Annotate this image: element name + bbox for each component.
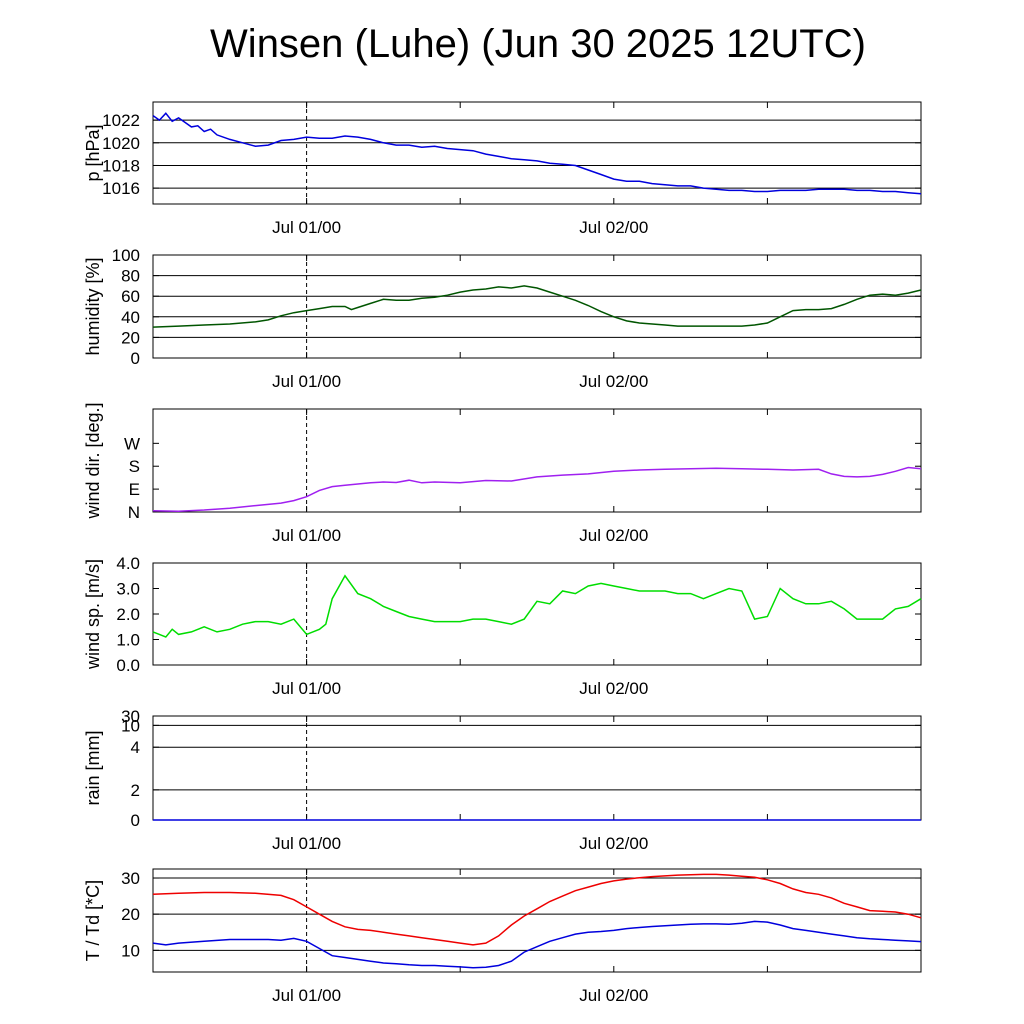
y-tick-label: 1022 xyxy=(102,111,140,130)
y-tick-label: W xyxy=(124,434,140,453)
y-tick-label: 2.0 xyxy=(116,605,140,624)
panel-frame xyxy=(152,101,922,205)
x-tick-label: Jul 02/00 xyxy=(579,526,648,545)
x-tick-label: Jul 02/00 xyxy=(579,679,648,698)
y-tick-label: 4 xyxy=(131,738,140,757)
x-tick-label: Jul 02/00 xyxy=(579,834,648,853)
series-line-0 xyxy=(152,873,922,946)
y-tick-label: 100 xyxy=(112,246,140,265)
y-axis-label: rain [mm] xyxy=(83,730,103,805)
series-line-0 xyxy=(152,112,922,195)
y-tick-label: 1016 xyxy=(102,179,140,198)
chart-title: Winsen (Luhe) (Jun 30 2025 12UTC) xyxy=(210,22,866,66)
series-line-0 xyxy=(152,285,922,328)
y-tick-label: 0 xyxy=(131,349,140,368)
y-tick-label: 4.0 xyxy=(116,554,140,573)
y-tick-label: 20 xyxy=(121,905,140,924)
panel-3: 0.0 1.0 2.0 3.0 4.0 Jul 01/00 Jul 02/00 wind sp… xyxy=(83,554,922,698)
y-tick-label: 20 xyxy=(121,328,140,347)
y-tick-label: E xyxy=(129,480,140,499)
y-tick-label: 10 xyxy=(121,716,140,735)
y-tick-label: 0 xyxy=(131,811,140,830)
x-tick-label: Jul 02/00 xyxy=(579,986,648,1005)
panel-frame xyxy=(152,715,922,821)
series-line-1 xyxy=(152,920,922,969)
y-tick-label: N xyxy=(128,503,140,522)
x-tick-label: Jul 02/00 xyxy=(579,218,648,237)
y-axis-label: p [hPa] xyxy=(83,124,103,181)
x-tick-label: Jul 01/00 xyxy=(272,986,341,1005)
panel-5: 10 20 30 Jul 01/00 Jul 02/00 T / Td [*C] xyxy=(83,868,922,1005)
x-tick-label: Jul 01/00 xyxy=(272,218,341,237)
y-axis-label: wind sp. [m/s] xyxy=(83,559,103,670)
y-axis-label: humidity [%] xyxy=(83,257,103,355)
series-line-0 xyxy=(152,466,922,512)
x-tick-label: Jul 01/00 xyxy=(272,834,341,853)
y-tick-label: 10 xyxy=(121,941,140,960)
y-axis-label: T / Td [*C] xyxy=(83,880,103,961)
series-line-0 xyxy=(152,574,922,638)
y-tick-label: 1020 xyxy=(102,134,140,153)
y-tick-label: 80 xyxy=(121,267,140,286)
y-tick-label: 1.0 xyxy=(116,631,140,650)
y-tick-label: 30 xyxy=(121,869,140,888)
panel-frame xyxy=(152,868,922,973)
y-tick-label: 1018 xyxy=(102,156,140,175)
y-tick-label: 60 xyxy=(121,287,140,306)
y-tick-label: 0.0 xyxy=(116,656,140,675)
panel-frame xyxy=(152,408,922,513)
panel-frame xyxy=(152,254,922,359)
x-tick-label: Jul 01/00 xyxy=(272,372,341,391)
y-tick-label: 2 xyxy=(131,781,140,800)
x-tick-label: Jul 01/00 xyxy=(272,526,341,545)
y-tick-label: S xyxy=(129,457,140,476)
panel-frame xyxy=(152,562,922,666)
y-tick-label: 40 xyxy=(121,308,140,327)
x-tick-label: Jul 01/00 xyxy=(272,679,341,698)
x-tick-label: Jul 02/00 xyxy=(579,372,648,391)
y-tick-label: 30 xyxy=(121,707,140,726)
y-tick-label: 3.0 xyxy=(116,580,140,599)
panel-0: 1016 1018 1020 1022 Jul 01/00 Jul 02/00 p [hPa… xyxy=(83,101,922,237)
y-axis-label: wind dir. [deg.] xyxy=(83,402,103,519)
